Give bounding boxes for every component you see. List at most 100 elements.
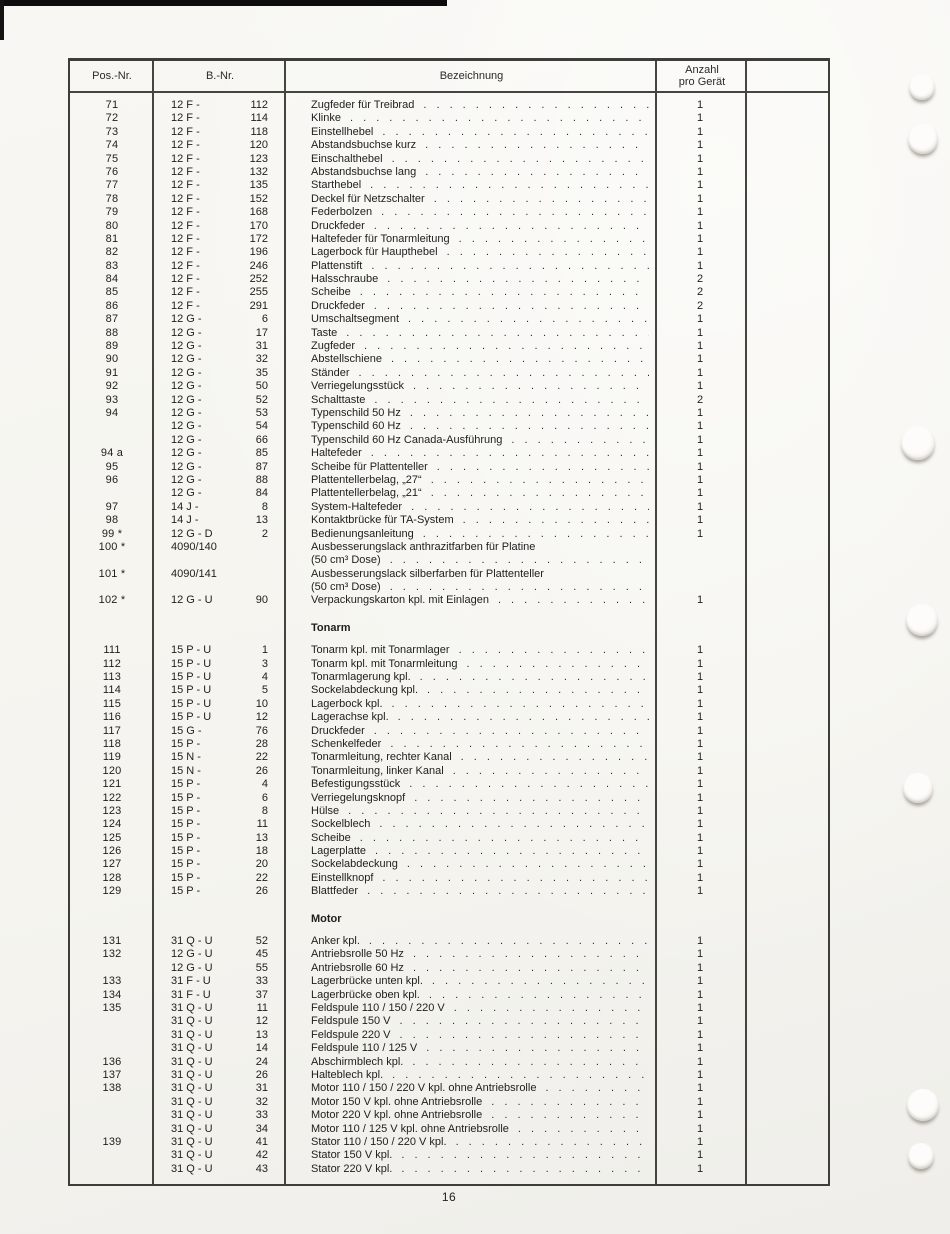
bnr-number: 24 bbox=[255, 1055, 268, 1068]
dot-leader bbox=[454, 1002, 649, 1015]
bnr-prefix: 12 F - bbox=[171, 232, 200, 245]
bnr-prefix: 12 G - bbox=[171, 313, 202, 326]
dot-leader bbox=[498, 594, 649, 607]
empty-cell bbox=[745, 845, 828, 858]
empty-cell bbox=[745, 872, 828, 885]
dot-leader bbox=[400, 1029, 650, 1042]
bnr-number: 31 bbox=[255, 1082, 268, 1095]
desc-cell: Anker kpl. bbox=[284, 935, 655, 948]
bnr-number: 13 bbox=[255, 514, 268, 527]
bnr-prefix: 12 G - bbox=[171, 340, 202, 353]
bnr-prefix: 12 G - bbox=[171, 473, 202, 486]
bnr-cell: 31 Q - U 14 bbox=[154, 1042, 284, 1055]
desc-cell: Verpackungskarton kpl. mit Einlagen bbox=[284, 594, 655, 607]
bnr-prefix: 12 F - bbox=[171, 165, 200, 178]
bnr-cell: 15 P - 11 bbox=[154, 818, 284, 831]
qty-cell: 1 bbox=[696, 1015, 704, 1028]
desc-cell: Motor 110 / 125 V kpl. ohne Antriebsroll… bbox=[284, 1123, 655, 1136]
desc-text: Motor 110 / 150 / 220 V kpl. ohne Antrie… bbox=[311, 1082, 537, 1095]
empty-cell bbox=[745, 179, 828, 192]
dot-leader bbox=[390, 581, 649, 594]
qty-cell: 1 bbox=[696, 724, 704, 737]
bnr-number: 1 bbox=[261, 644, 268, 657]
bnr-prefix: 31 Q - U bbox=[171, 1135, 213, 1148]
bnr-prefix: 12 F - bbox=[171, 219, 200, 232]
bnr-cell: 15 G - 76 bbox=[154, 725, 284, 738]
table-row: 86 12 F - 291 Druckfeder 2 bbox=[70, 300, 828, 313]
empty-cell bbox=[745, 698, 828, 711]
bnr-prefix: 15 P - bbox=[171, 871, 201, 884]
qty-cell: 1 bbox=[696, 804, 704, 817]
desc-text: Lagerbock für Haupthebel bbox=[311, 246, 438, 259]
bnr-prefix: 12 G - bbox=[171, 406, 202, 419]
dot-leader bbox=[409, 778, 649, 791]
bnr-number: 28 bbox=[255, 737, 268, 750]
desc-cell: Einstellhebel bbox=[284, 126, 655, 139]
bnr-number: 31 bbox=[255, 340, 268, 353]
desc-text: Tonarmlagerung kpl. bbox=[311, 671, 411, 684]
bnr-prefix: 12 G - bbox=[171, 447, 202, 460]
desc-cell: Antriebsrolle 50 Hz bbox=[284, 948, 655, 961]
bnr-prefix: 31 Q - U bbox=[171, 1028, 213, 1041]
dot-leader bbox=[407, 858, 649, 871]
qty-cell: 1 bbox=[696, 433, 704, 446]
table-row: 116 15 P - U 12 Lagerachse kpl. 1 bbox=[70, 711, 828, 724]
column-divider bbox=[745, 61, 747, 1184]
pos-cell: 117 bbox=[102, 724, 122, 737]
qty-cell: 1 bbox=[696, 527, 704, 540]
table-header-row: Pos.-Nr. B.-Nr. Bezeichnung Anzahl pro G… bbox=[70, 61, 828, 93]
desc-cell: Typenschild 50 Hz bbox=[284, 407, 655, 420]
table-row: 121 15 P - 4 Befestigungsstück 1 bbox=[70, 778, 828, 791]
table-row: 83 12 F - 246 Plattenstift 1 bbox=[70, 260, 828, 273]
empty-cell bbox=[745, 206, 828, 219]
dot-leader bbox=[437, 461, 649, 474]
bnr-prefix bbox=[171, 913, 244, 926]
desc-cell: Sockelabdeckung bbox=[284, 858, 655, 871]
pos-cell bbox=[70, 1123, 154, 1136]
pos-cell: 112 bbox=[102, 657, 122, 670]
desc-cell: Ständer bbox=[284, 367, 655, 380]
header-empty bbox=[747, 61, 828, 91]
pos-cell: 94 a bbox=[100, 447, 124, 460]
header-b-nr: B.-Nr. bbox=[205, 70, 235, 82]
desc-cell: Federbolzen bbox=[284, 206, 655, 219]
dot-leader bbox=[423, 99, 649, 112]
bnr-prefix: 31 Q - U bbox=[171, 1015, 213, 1028]
bnr-prefix: 12 G - U bbox=[171, 594, 213, 607]
pos-cell: 86 bbox=[105, 299, 119, 312]
desc-text: Anker kpl. bbox=[311, 935, 360, 948]
table-row: 85 12 F - 255 Scheibe 2 bbox=[70, 286, 828, 299]
desc-text: Hülse bbox=[311, 804, 340, 817]
bnr-number: 13 bbox=[255, 831, 268, 844]
qty-cell bbox=[655, 541, 745, 554]
bnr-number: 90 bbox=[255, 594, 268, 607]
section-title: Tonarm bbox=[311, 621, 351, 634]
empty-cell bbox=[745, 394, 828, 407]
qty-cell bbox=[655, 622, 745, 635]
desc-cell: Feldspule 110 / 150 / 220 V bbox=[284, 1002, 655, 1015]
desc-cell: Lagerplatte bbox=[284, 845, 655, 858]
desc-cell: Antriebsrolle 60 Hz bbox=[284, 962, 655, 975]
desc-text: Scheibe für Plattenteller bbox=[311, 460, 428, 473]
empty-cell bbox=[745, 832, 828, 845]
table-row: 134 31 F - U 37 Lagerbrücke oben kpl. 1 bbox=[70, 989, 828, 1002]
pos-cell bbox=[70, 1029, 154, 1042]
empty-cell bbox=[745, 778, 828, 791]
desc-cell: Feldspule 150 V bbox=[284, 1015, 655, 1028]
desc-text: Halteblech kpl. bbox=[311, 1068, 384, 1081]
qty-cell bbox=[655, 554, 745, 567]
desc-text: Scheibe bbox=[311, 286, 351, 299]
desc-cell: Klinke bbox=[284, 112, 655, 125]
bnr-cell: 12 G - 54 bbox=[154, 420, 284, 433]
desc-cell: Tonarmleitung, rechter Kanal bbox=[284, 751, 655, 764]
desc-cell: (50 cm³ Dose) bbox=[284, 581, 655, 594]
desc-cell: Tonarmlagerung kpl. bbox=[284, 671, 655, 684]
bnr-prefix: 15 P - U bbox=[171, 711, 212, 724]
table-row: 125 15 P - 13 Scheibe 1 bbox=[70, 832, 828, 845]
dot-leader bbox=[364, 340, 649, 353]
pos-cell: 94 bbox=[105, 406, 119, 419]
qty-cell: 1 bbox=[696, 1028, 704, 1041]
dot-leader bbox=[413, 380, 649, 393]
qty-cell: 1 bbox=[696, 818, 704, 831]
punch-hole bbox=[908, 1143, 934, 1169]
